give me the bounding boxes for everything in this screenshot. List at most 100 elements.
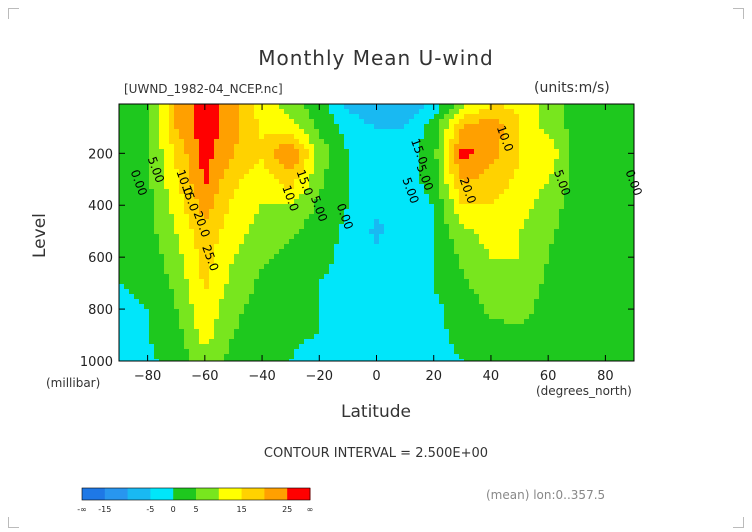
field-cell (524, 234, 529, 239)
field-cell (334, 149, 339, 154)
field-cell (149, 249, 154, 254)
field-cell (494, 239, 499, 244)
field-cell (134, 339, 139, 344)
field-cell (409, 139, 414, 144)
field-cell (494, 214, 499, 219)
field-cell (384, 309, 389, 314)
field-cell (179, 289, 184, 294)
field-cell (604, 339, 609, 344)
field-cell (599, 264, 604, 269)
field-cell (299, 234, 304, 239)
field-cell (324, 299, 329, 304)
field-cell (489, 234, 494, 239)
field-cell (154, 289, 159, 294)
field-cell (339, 279, 344, 284)
field-cell (479, 319, 484, 324)
field-cell (244, 134, 249, 139)
field-cell (379, 199, 384, 204)
field-cell (534, 314, 539, 319)
field-cell (549, 294, 554, 299)
field-cell (314, 129, 319, 134)
field-cell (174, 179, 179, 184)
field-cell (164, 129, 169, 134)
field-cell (494, 294, 499, 299)
field-cell (254, 249, 259, 254)
field-cell (329, 199, 334, 204)
field-cell (594, 314, 599, 319)
field-cell (279, 324, 284, 329)
field-cell (564, 104, 569, 109)
field-cell (169, 289, 174, 294)
field-cell (489, 224, 494, 229)
field-cell (509, 254, 514, 259)
field-cell (369, 214, 374, 219)
field-cell (464, 134, 469, 139)
field-cell (449, 129, 454, 134)
field-cell (409, 129, 414, 134)
field-cell (179, 134, 184, 139)
field-cell (194, 144, 199, 149)
field-cell (119, 159, 124, 164)
field-cell (429, 114, 434, 119)
field-cell (179, 244, 184, 249)
field-cell (499, 309, 504, 314)
field-cell (289, 124, 294, 129)
field-cell (444, 274, 449, 279)
field-cell (519, 224, 524, 229)
field-cell (274, 284, 279, 289)
field-cell (384, 344, 389, 349)
field-cell (559, 279, 564, 284)
field-cell (384, 334, 389, 339)
field-cell (499, 334, 504, 339)
field-cell (184, 244, 189, 249)
field-cell (349, 324, 354, 329)
field-cell (469, 334, 474, 339)
field-cell (484, 164, 489, 169)
field-cell (584, 119, 589, 124)
field-cell (319, 119, 324, 124)
field-cell (299, 114, 304, 119)
field-cell (514, 194, 519, 199)
field-cell (439, 234, 444, 239)
field-cell (189, 254, 194, 259)
field-cell (369, 329, 374, 334)
field-cell (294, 149, 299, 154)
field-cell (199, 229, 204, 234)
field-cell (304, 134, 309, 139)
field-cell (264, 334, 269, 339)
field-cell (259, 189, 264, 194)
field-cell (609, 224, 614, 229)
field-cell (279, 149, 284, 154)
field-cell (264, 284, 269, 289)
field-cell (209, 149, 214, 154)
field-cell (434, 309, 439, 314)
field-cell (414, 244, 419, 249)
field-cell (269, 269, 274, 274)
field-cell (224, 239, 229, 244)
field-cell (389, 174, 394, 179)
field-cell (439, 339, 444, 344)
field-cell (404, 219, 409, 224)
field-cell (359, 219, 364, 224)
field-cell (599, 339, 604, 344)
field-cell (439, 289, 444, 294)
field-cell (359, 344, 364, 349)
field-cell (499, 109, 504, 114)
field-cell (394, 134, 399, 139)
field-cell (584, 289, 589, 294)
field-cell (129, 294, 134, 299)
field-cell (274, 259, 279, 264)
field-cell (509, 144, 514, 149)
field-cell (579, 229, 584, 234)
field-cell (294, 234, 299, 239)
field-cell (454, 329, 459, 334)
field-cell (304, 224, 309, 229)
field-cell (204, 239, 209, 244)
field-cell (599, 274, 604, 279)
field-cell (469, 144, 474, 149)
field-cell (174, 244, 179, 249)
field-cell (209, 214, 214, 219)
field-cell (189, 314, 194, 319)
field-cell (514, 199, 519, 204)
field-cell (544, 164, 549, 169)
